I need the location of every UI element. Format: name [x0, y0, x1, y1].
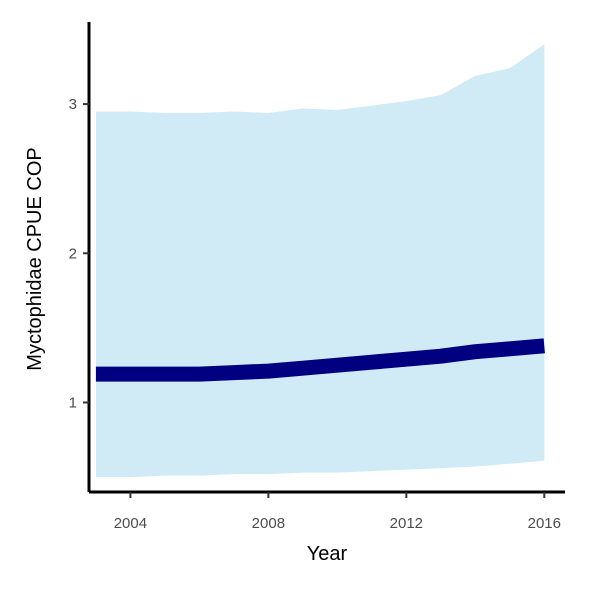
y-tick-label: 2: [69, 245, 77, 262]
ticks: 2004 2008 2012 2016 1 2 3: [69, 96, 561, 532]
trend-line: [95, 338, 545, 382]
confidence-band: [95, 44, 545, 478]
x-tick-label: 2004: [114, 515, 147, 532]
y-axis-title: Myctophidae CPUE COP: [24, 147, 46, 370]
x-axis-title: Year: [307, 543, 348, 565]
y-tick-label: 3: [69, 96, 77, 113]
plot-area: [95, 44, 545, 478]
x-tick-label: 2012: [390, 515, 423, 532]
x-tick-label: 2016: [528, 515, 561, 532]
x-tick-label: 2008: [252, 515, 285, 532]
y-tick-label: 1: [69, 394, 77, 411]
axes: [87, 22, 565, 494]
